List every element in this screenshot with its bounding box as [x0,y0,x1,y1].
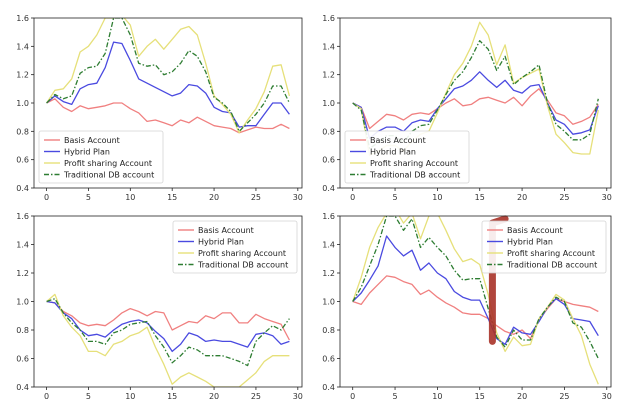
chart-top-right: 0 5 10 15 20 25 30 0.4 0.6 0.8 1.0 1.2 1.4 1.6 Basis A… [322,14,612,202]
legend-label-traditional: Traditional DB account [369,171,460,180]
y-tick-label: 1.4 [16,241,29,250]
series-line-traditional [46,298,290,367]
series-group [352,216,599,385]
legend-label-basis: Basis Account [64,136,120,145]
y-tick-label: 0.6 [322,156,335,165]
legend-label-basis: Basis Account [198,226,254,235]
x-tick-label: 25 [251,193,261,202]
series-line-basis [46,300,290,341]
y-tick-label: 1.0 [322,99,335,108]
y-tick-label: 0.8 [322,127,335,136]
y-tick-label: 1.6 [16,14,29,23]
series-line-hybrid [352,71,599,140]
legend-label-traditional: Traditional DB account [197,261,288,270]
series-line-profit [46,293,290,387]
legend-label-hybrid: Hybrid Plan [507,238,553,247]
y-tick-label: 0.4 [16,184,29,193]
x-tick-label: 0 [44,193,49,202]
x-tick-label: 5 [86,392,91,401]
legend: Basis Account Hybrid Plan Profit sharing A… [481,220,607,274]
y-tick-label: 0.6 [16,156,29,165]
legend-label-profit: Profit sharing Account [198,249,286,258]
y-tick-label: 1.2 [16,269,29,278]
legend: Basis Account Hybrid Plan Profit sharing A… [344,130,470,184]
x-tick-label: 30 [602,193,612,202]
legend-label-profit: Profit sharing Account [370,159,458,168]
x-tick-label: 10 [125,193,135,202]
y-tick-label: 1.4 [322,42,335,51]
x-tick-label: 0 [350,193,355,202]
y-tick-label: 0.6 [16,355,29,364]
legend-label-basis: Basis Account [370,136,426,145]
legend-label-basis: Basis Account [507,226,563,235]
x-tick-label: 10 [125,392,135,401]
legend: Basis Account Hybrid Plan Profit sharing A… [38,130,164,184]
x-tick-label: 5 [393,392,398,401]
series-line-profit [46,18,291,134]
legend-label-hybrid: Hybrid Plan [64,148,110,157]
y-tick-label: 0.8 [322,326,335,335]
x-tick-label: 0 [350,392,355,401]
series-group [46,293,290,387]
y-tick-label: 1.2 [16,71,29,80]
legend-label-hybrid: Hybrid Plan [198,238,244,247]
chart-top-left: 0 5 10 15 20 25 30 0.4 0.6 0.8 1.0 1.2 1.4 1.6 Basis A… [16,14,303,202]
y-tick-label: 1.4 [322,241,335,250]
x-tick-label: 5 [393,193,398,202]
x-tick-label: 10 [432,193,442,202]
series-line-hybrid [46,41,290,128]
x-tick-label: 25 [251,392,261,401]
series-line-traditional [352,216,599,359]
x-tick-label: 30 [293,193,303,202]
x-tick-label: 0 [44,392,49,401]
y-tick-label: 0.6 [322,355,335,364]
series-line-basis [46,98,290,134]
x-tick-label: 30 [293,392,303,401]
legend-label-traditional: Traditional DB account [63,171,154,180]
x-tick-label: 20 [209,392,219,401]
y-tick-label: 1.0 [16,99,29,108]
series-group [46,18,291,134]
legend-label-profit: Profit sharing Account [64,159,152,168]
y-tick-label: 1.6 [322,14,335,23]
y-tick-label: 0.4 [16,383,29,392]
y-tick-label: 1.6 [16,212,29,221]
y-tick-label: 1.6 [322,212,335,221]
legend-label-traditional: Traditional DB account [506,261,597,270]
x-tick-label: 15 [167,392,177,401]
x-tick-label: 20 [517,193,527,202]
x-tick-label: 25 [559,193,569,202]
series-line-traditional [46,18,290,132]
series-line-basis [352,275,599,340]
x-tick-label: 20 [209,193,219,202]
y-tick-label: 1.0 [16,298,29,307]
legend: Basis Account Hybrid Plan Profit sharing A… [172,220,298,274]
x-tick-label: 5 [86,193,91,202]
series-line-basis [352,88,599,130]
y-tick-label: 1.2 [322,71,335,80]
x-tick-label: 10 [432,392,442,401]
series-line-profit [352,216,599,385]
y-tick-label: 1.2 [322,269,335,278]
y-tick-label: 1.0 [322,298,335,307]
legend-label-profit: Profit sharing Account [507,249,595,258]
x-tick-label: 20 [517,392,527,401]
legend-label-hybrid: Hybrid Plan [370,148,416,157]
y-tick-label: 0.8 [16,326,29,335]
x-tick-label: 15 [167,193,177,202]
y-tick-label: 1.4 [16,42,29,51]
x-tick-label: 15 [475,392,485,401]
chart-bottom-right: 0 5 10 15 20 25 30 0.4 0.6 0.8 1.0 1.2 1.4 1.6 Basis A… [322,212,612,401]
y-tick-label: 0.4 [322,184,335,193]
series-line-hybrid [352,235,599,345]
series-line-hybrid [46,300,290,353]
x-tick-label: 25 [559,392,569,401]
chart-bottom-left: 0 5 10 15 20 25 30 0.4 0.6 0.8 1.0 1.2 1.4 1.6 Basis A… [16,212,303,401]
x-tick-label: 30 [602,392,612,401]
y-tick-label: 0.4 [322,383,335,392]
y-tick-label: 0.8 [16,127,29,136]
x-tick-label: 15 [475,193,485,202]
